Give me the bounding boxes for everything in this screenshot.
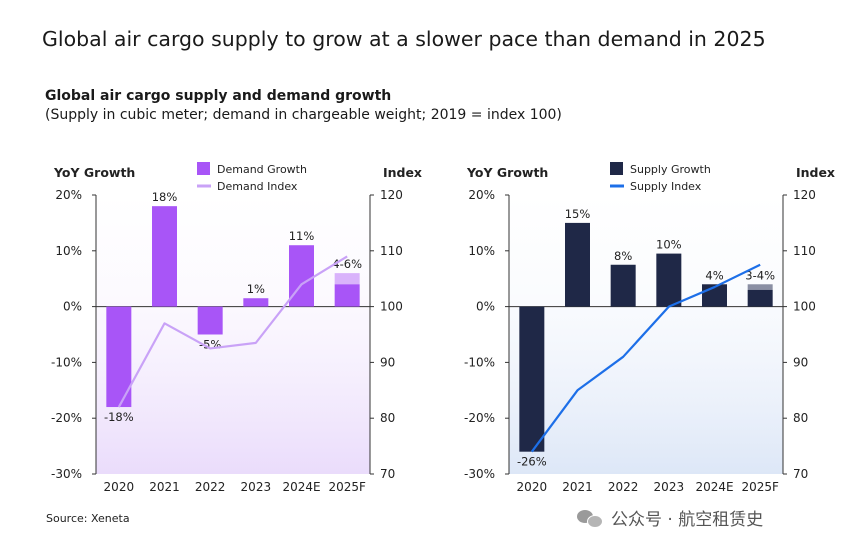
chart-subnote: (Supply in cubic meter; demand in charge… [45, 107, 562, 123]
y-tick-label: 20% [468, 188, 495, 202]
demand-chart-panel: -30% -20% -10% 0% 10% 20% 70 80 90 100 110 120 YoY G… [40, 150, 445, 505]
data-label: 3-4% [745, 268, 775, 282]
x-tick-label: 2021 [149, 480, 180, 494]
legend-label: Demand Growth [217, 163, 307, 176]
plot-background [509, 195, 783, 474]
x-tick-label: 2022 [195, 480, 226, 494]
y-tick-label: 0% [63, 300, 82, 314]
y-axis-title: YoY Growth [466, 165, 548, 180]
data-label: -18% [104, 410, 134, 424]
x-tick-label: 2020 [517, 480, 548, 494]
data-label: 18% [152, 190, 178, 204]
y-tick-label: -20% [464, 411, 495, 425]
bar [610, 264, 636, 307]
index-line [117, 255, 348, 408]
y2-tick-label: 100 [380, 300, 403, 314]
y2-tick-label: 110 [380, 244, 403, 258]
y-tick-label: 10% [468, 244, 495, 258]
bar [519, 306, 545, 452]
y2-axis-title: Index [383, 165, 422, 180]
data-label: 11% [289, 229, 315, 243]
y-axis-title: YoY Growth [53, 165, 135, 180]
bar [289, 245, 314, 307]
legend-swatch-bar [610, 162, 623, 175]
legend-label: Demand Index [217, 180, 298, 193]
bar [656, 253, 682, 307]
x-tick-label: 2021 [562, 480, 593, 494]
plot-background [96, 195, 370, 474]
y-tick-label: -10% [51, 355, 82, 369]
watermark: 公众号 · 航空租赁史 [577, 505, 763, 530]
bar [152, 206, 177, 307]
legend-swatch-bar [197, 162, 210, 175]
bar [747, 289, 773, 307]
data-label: 10% [656, 238, 682, 252]
y2-tick-label: 70 [793, 467, 808, 481]
supply-chart-panel: -30% -20% -10% 0% 10% 20% 70 80 90 100 110 120 YoY G… [453, 150, 858, 505]
y2-tick-label: 120 [380, 188, 403, 202]
headline: Global air cargo supply to grow at a slo… [42, 27, 766, 51]
y-tick-label: 0% [476, 300, 495, 314]
bar [334, 284, 360, 307]
legend-label: Supply Index [630, 180, 702, 193]
y-tick-label: 20% [55, 188, 82, 202]
y-tick-label: -30% [464, 467, 495, 481]
legend-label: Supply Growth [630, 163, 711, 176]
bar-range [334, 273, 360, 285]
wechat-icon [577, 508, 603, 528]
data-label: 4-6% [332, 257, 362, 271]
y2-tick-label: 110 [793, 244, 816, 258]
x-tick-label: 2024E [695, 480, 733, 494]
x-tick-label: 2024E [282, 480, 320, 494]
data-label: 8% [614, 249, 632, 263]
bar-range [747, 284, 773, 290]
x-tick-label: 2020 [104, 480, 135, 494]
x-tick-label: 2023 [241, 480, 272, 494]
watermark-text: 公众号 · 航空租赁史 [611, 510, 764, 530]
y2-tick-label: 100 [793, 300, 816, 314]
index-line [530, 263, 761, 453]
y-tick-label: -10% [464, 355, 495, 369]
y2-tick-label: 90 [380, 355, 395, 369]
x-tick-label: 2025F [328, 480, 366, 494]
data-label: 15% [565, 207, 591, 221]
chart-svg: -30% -20% -10% 0% 10% 20% 70 80 90 100 110 120 YoY G… [51, 162, 422, 494]
data-label: -26% [517, 455, 547, 469]
y2-tick-label: 90 [793, 355, 808, 369]
y2-tick-label: 80 [380, 411, 395, 425]
y-tick-label: 10% [55, 244, 82, 258]
x-tick-label: 2022 [608, 480, 639, 494]
y-tick-label: -20% [51, 411, 82, 425]
chart-subtitle: Global air cargo supply and demand growt… [45, 88, 392, 104]
x-tick-label: 2023 [654, 480, 685, 494]
bar [197, 306, 223, 335]
y2-tick-label: 80 [793, 411, 808, 425]
y2-tick-label: 120 [793, 188, 816, 202]
bar [243, 298, 269, 307]
x-tick-label: 2025F [741, 480, 779, 494]
chart-svg: -30% -20% -10% 0% 10% 20% 70 80 90 100 110 120 YoY G… [464, 162, 835, 494]
y2-axis-title: Index [796, 165, 835, 180]
data-label: 1% [247, 282, 265, 296]
bar [565, 222, 590, 307]
data-label: 4% [705, 268, 723, 282]
y2-tick-label: 70 [380, 467, 395, 481]
source-note: Source: Xeneta [46, 512, 130, 525]
y-tick-label: -30% [51, 467, 82, 481]
